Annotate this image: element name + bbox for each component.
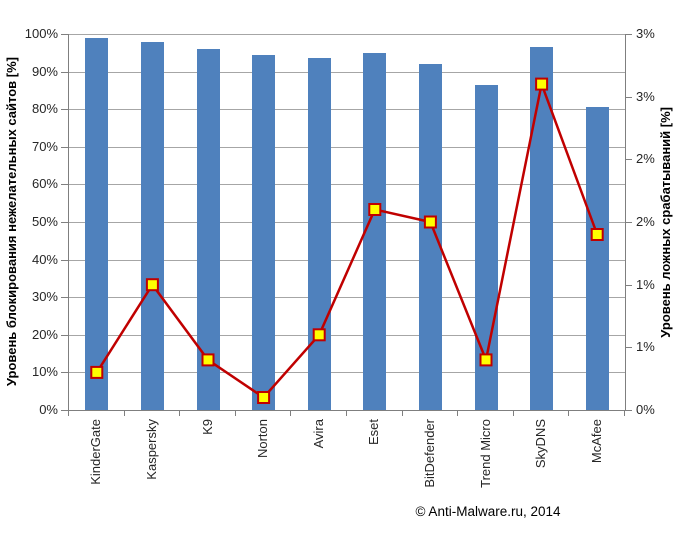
bar-kaspersky xyxy=(141,42,164,410)
left-axis-tick xyxy=(61,109,68,110)
right-tick-label: 0% xyxy=(636,402,655,417)
left-axis-tick xyxy=(61,222,68,223)
right-axis-tick xyxy=(625,97,632,98)
gridline xyxy=(69,184,625,185)
bar-kindergate xyxy=(85,38,108,410)
bottom-axis-tick xyxy=(346,411,347,416)
right-axis-tick xyxy=(625,34,632,35)
gridline xyxy=(69,222,625,223)
gridline xyxy=(69,147,625,148)
category-label-kindergate: KinderGate xyxy=(88,419,103,485)
right-axis-title: Уровень ложных срабатываний [%] xyxy=(656,34,674,410)
marker-mcafee xyxy=(590,228,604,241)
bar-k9 xyxy=(197,49,220,410)
left-tick-label: 40% xyxy=(31,252,58,267)
bottom-axis-tick xyxy=(624,411,625,416)
left-axis-tick xyxy=(61,147,68,148)
marker-kaspersky xyxy=(145,278,159,292)
left-axis-tick xyxy=(61,297,68,298)
left-tick-label: 0% xyxy=(39,402,58,417)
marker-kindergate xyxy=(90,365,104,379)
marker-k9 xyxy=(201,353,215,367)
left-axis-tick xyxy=(61,184,68,185)
copyright-text: © Anti-Malware.ru, 2014 xyxy=(415,504,561,519)
gridline xyxy=(69,372,625,373)
bottom-axis-tick xyxy=(457,411,458,416)
right-axis-tick xyxy=(625,285,632,286)
category-label-avira: Avira xyxy=(311,419,326,449)
gridline xyxy=(69,335,625,336)
left-axis-tick xyxy=(61,260,68,261)
left-axis-tick xyxy=(61,34,68,35)
marker-trend-micro xyxy=(479,353,493,367)
right-axis-tick xyxy=(625,410,632,411)
right-axis-tick xyxy=(625,159,632,160)
right-tick-label: 2% xyxy=(636,151,655,166)
left-tick-label: 10% xyxy=(31,364,58,379)
left-axis-title-text: Уровень блокирования нежелательных сайто… xyxy=(3,57,19,387)
left-tick-label: 20% xyxy=(31,327,58,342)
marker-bitdefender xyxy=(423,215,437,229)
left-tick-label: 90% xyxy=(31,64,58,79)
marker-skydns xyxy=(535,77,549,91)
bar-skydns xyxy=(530,47,553,410)
gridline xyxy=(69,34,625,35)
bar-bitdefender xyxy=(419,64,442,410)
category-label-kaspersky: Kaspersky xyxy=(144,419,159,480)
bottom-axis-tick xyxy=(235,411,236,416)
gridline xyxy=(69,72,625,73)
gridline xyxy=(69,297,625,298)
left-axis-tick xyxy=(61,335,68,336)
bar-mcafee xyxy=(586,107,609,410)
bottom-axis-tick xyxy=(124,411,125,416)
left-tick-label: 60% xyxy=(31,176,58,191)
right-axis-tick xyxy=(625,222,632,223)
marker-avira xyxy=(312,328,326,342)
right-tick-label: 3% xyxy=(636,26,655,41)
category-label-mcafee: McAfee xyxy=(589,419,604,464)
right-tick-label: 1% xyxy=(636,339,655,354)
bar-norton xyxy=(252,55,275,410)
false-positives-line-layer xyxy=(90,77,604,404)
left-axis-title: Уровень блокирования нежелательных сайто… xyxy=(2,34,20,410)
left-axis-tick xyxy=(61,372,68,373)
category-label-k9: K9 xyxy=(200,419,215,435)
marker-norton xyxy=(257,391,271,404)
category-label-bitdefender: BitDefender xyxy=(422,419,437,488)
right-axis-tick xyxy=(625,347,632,348)
category-label-skydns: SkyDNS xyxy=(533,419,548,469)
right-tick-label: 1% xyxy=(636,277,655,292)
bottom-axis-tick xyxy=(68,411,69,416)
bottom-axis-tick xyxy=(290,411,291,416)
bottom-axis-tick xyxy=(513,411,514,416)
category-label-norton: Norton xyxy=(255,419,270,459)
right-axis-title-text: Уровень ложных срабатываний [%] xyxy=(657,106,673,338)
left-axis-tick xyxy=(61,410,68,411)
left-tick-label: 80% xyxy=(31,101,58,116)
left-tick-label: 30% xyxy=(31,289,58,304)
marker-eset xyxy=(368,203,382,216)
left-axis-tick xyxy=(61,72,68,73)
plot-area xyxy=(68,34,626,411)
left-tick-label: 50% xyxy=(31,214,58,229)
bottom-axis-tick xyxy=(402,411,403,416)
bottom-axis-tick xyxy=(179,411,180,416)
gridline xyxy=(69,260,625,261)
left-tick-label: 70% xyxy=(31,139,58,154)
category-label-eset: Eset xyxy=(366,419,381,446)
category-label-trend-micro: Trend Micro xyxy=(478,419,493,488)
left-tick-label: 100% xyxy=(24,26,58,41)
bar-eset xyxy=(363,53,386,410)
line-series xyxy=(95,79,599,400)
bottom-axis-tick xyxy=(568,411,569,416)
right-tick-label: 3% xyxy=(636,89,655,104)
gridline xyxy=(69,109,625,110)
right-tick-label: 2% xyxy=(636,214,655,229)
